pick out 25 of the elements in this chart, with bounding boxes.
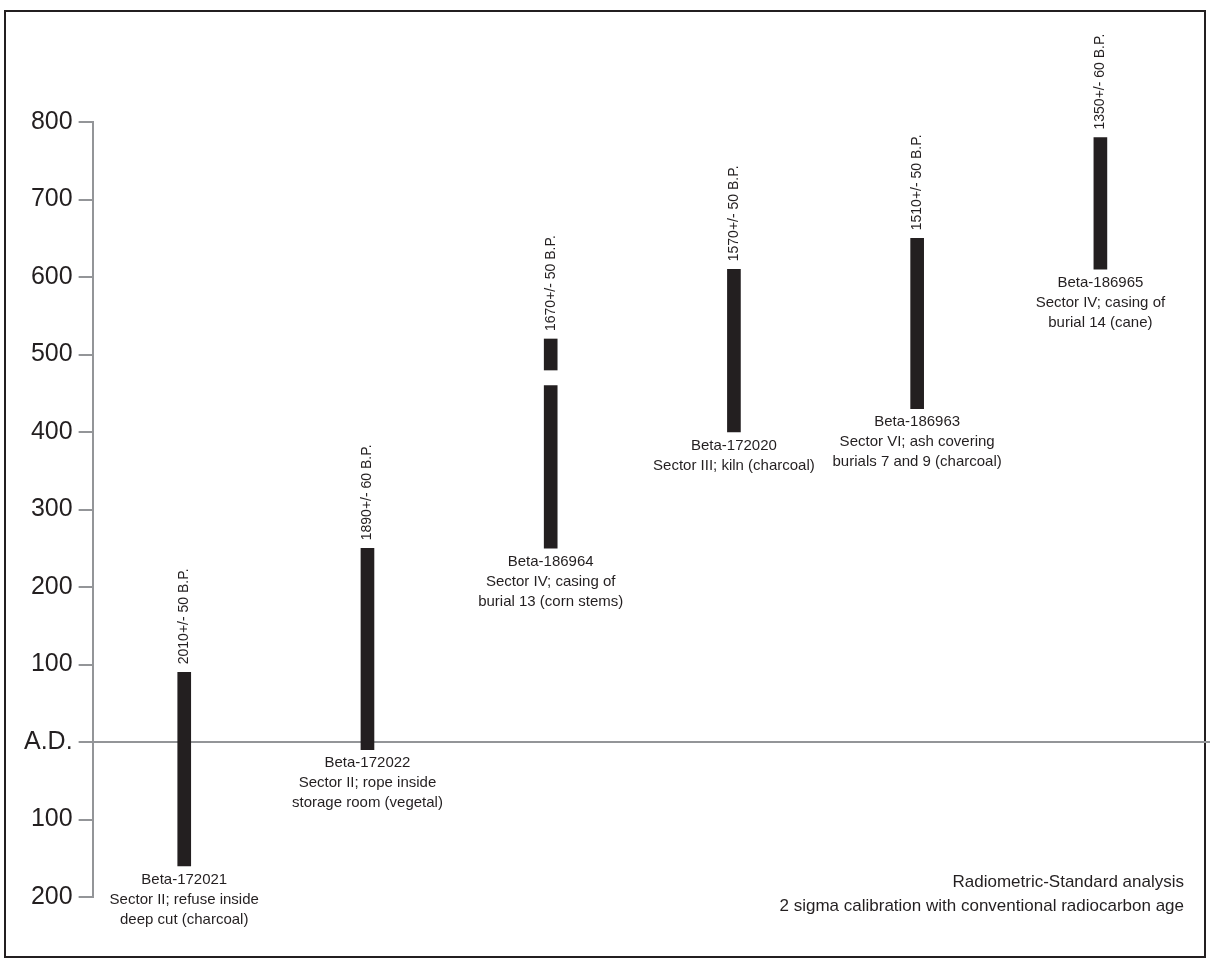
x-tick-label: Beta-172022 Sector II; rope inside storage room (vegetal) bbox=[292, 753, 443, 811]
y-tick-label: 400 bbox=[30, 415, 73, 444]
x-tick-label: Beta-186965 Sector IV; casing of burial 14 (cane) bbox=[1035, 272, 1166, 330]
annotation: 1670+/- 50 B.P. bbox=[541, 235, 558, 331]
x-tick-label: Beta-172020 Sector III; kiln (charcoal) bbox=[653, 435, 815, 473]
y-tick-label: 200 bbox=[30, 880, 73, 909]
annotation: 1570+/- 50 B.P. bbox=[724, 165, 741, 262]
y-tick-label: 100 bbox=[30, 648, 73, 677]
x-tick-label: Beta-186963 Sector VI; ash covering burials 7 and 9 (charcoal) bbox=[832, 412, 1002, 470]
y-tick-label: 300 bbox=[30, 493, 73, 522]
annotation: Radiometric-Standard analysis bbox=[952, 872, 1184, 891]
y-tick-label: 800 bbox=[30, 105, 73, 134]
y-tick-label: A.D. bbox=[24, 725, 73, 754]
annotation: 1890+/- 60 B.P. bbox=[358, 444, 375, 541]
y-tick-label: 100 bbox=[30, 803, 73, 832]
x-tick-label: Beta-172021 Sector II; refuse inside deep cut (charcoal) bbox=[109, 869, 259, 927]
annotation: 1510+/- 50 B.P. bbox=[908, 134, 925, 231]
y-tick-label: 600 bbox=[30, 260, 73, 289]
y-tick-label: 700 bbox=[30, 183, 73, 212]
y-tick-label: 500 bbox=[30, 338, 73, 367]
x-tick-label: Beta-186964 Sector IV; casing of burial 13 (corn stems) bbox=[478, 551, 624, 609]
annotation: 2010+/- 50 B.P. bbox=[175, 568, 192, 665]
y-tick-label: 200 bbox=[30, 570, 73, 599]
annotation: 2 sigma calibration with conventional radiocarbon age bbox=[779, 896, 1184, 915]
annotation: 1350+/- 60 B.P. bbox=[1091, 33, 1108, 130]
